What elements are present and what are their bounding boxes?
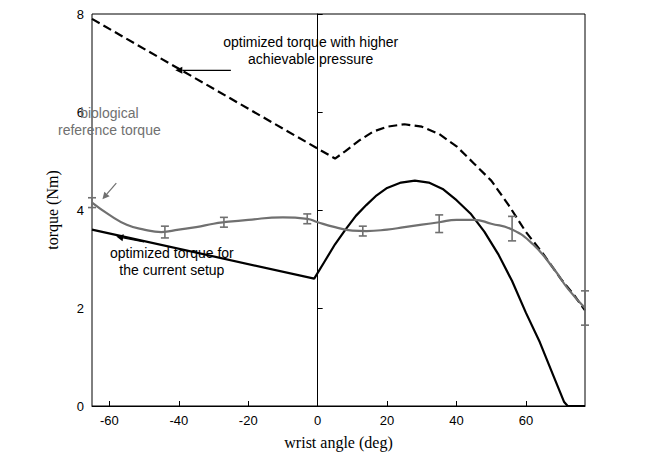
svg-text:optimized torque for: optimized torque for <box>110 245 234 261</box>
svg-text:optimized torque with higher: optimized torque with higher <box>223 34 398 50</box>
svg-text:0: 0 <box>314 413 321 428</box>
svg-text:wrist angle (deg): wrist angle (deg) <box>284 434 392 452</box>
svg-text:-20: -20 <box>239 413 258 428</box>
svg-text:-60: -60 <box>100 413 119 428</box>
svg-text:60: 60 <box>519 413 533 428</box>
svg-text:reference torque: reference torque <box>58 122 161 138</box>
svg-text:8: 8 <box>77 7 84 22</box>
svg-text:20: 20 <box>380 413 394 428</box>
svg-text:2: 2 <box>77 301 84 316</box>
svg-text:achievable pressure: achievable pressure <box>248 51 374 67</box>
svg-text:0: 0 <box>77 399 84 414</box>
svg-text:torque (Nm): torque (Nm) <box>44 170 62 250</box>
svg-text:40: 40 <box>449 413 463 428</box>
svg-text:4: 4 <box>77 203 84 218</box>
svg-text:-40: -40 <box>169 413 188 428</box>
svg-text:the current setup: the current setup <box>119 262 224 278</box>
svg-text:biological: biological <box>80 105 138 121</box>
